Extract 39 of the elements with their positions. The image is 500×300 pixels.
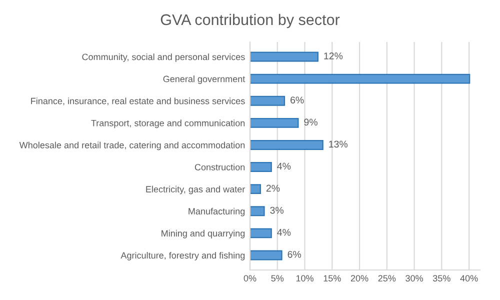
y-tick-label: Construction xyxy=(194,164,245,170)
x-tick-label: 0% xyxy=(244,275,256,282)
x-tick-label: 15% xyxy=(324,275,341,282)
chart-title: GVA contribution by sector xyxy=(160,14,340,28)
y-tick-label: General government xyxy=(163,76,246,84)
data-label: 4% xyxy=(277,228,291,236)
y-tick-label: Electricity, gas and water xyxy=(146,186,245,194)
y-tick-label: Community, social and personal services xyxy=(82,54,245,62)
data-label: 12% xyxy=(324,52,343,60)
data-label: 4% xyxy=(277,162,291,170)
y-tick-label: Agriculture, forestry and fishing xyxy=(120,252,245,260)
data-label: 3% xyxy=(270,206,284,214)
bar xyxy=(250,250,282,260)
data-label: 6% xyxy=(290,96,304,104)
data-label: 6% xyxy=(288,250,302,258)
bar xyxy=(250,140,324,150)
x-tick-label: 25% xyxy=(378,275,396,282)
bar xyxy=(250,52,318,62)
y-tick-label: Transport, storage and communication xyxy=(91,120,245,128)
y-tick-label: Finance, insurance, real estate and business services xyxy=(31,98,245,106)
bar xyxy=(250,96,286,106)
bar xyxy=(250,74,470,84)
bar xyxy=(250,184,261,194)
bar xyxy=(250,206,265,216)
bar xyxy=(250,118,299,128)
x-tick-label: 5% xyxy=(271,275,284,282)
y-tick-label: Manufacturing xyxy=(188,208,245,216)
x-tick-label: 40% xyxy=(460,275,478,282)
x-tick-label: 35% xyxy=(432,275,450,282)
x-tick-label: 10% xyxy=(296,275,314,282)
y-tick-label: Mining and quarrying xyxy=(162,230,245,238)
y-tick-label: Wholesale and retail trade, catering and accommodation xyxy=(19,142,245,150)
data-label: 9% xyxy=(304,118,318,126)
data-label: 2% xyxy=(266,184,280,192)
bar xyxy=(250,162,272,172)
x-tick-label: 20% xyxy=(350,275,368,282)
data-label: 13% xyxy=(329,140,348,148)
bar xyxy=(250,228,272,238)
x-tick-label: 30% xyxy=(406,275,423,282)
